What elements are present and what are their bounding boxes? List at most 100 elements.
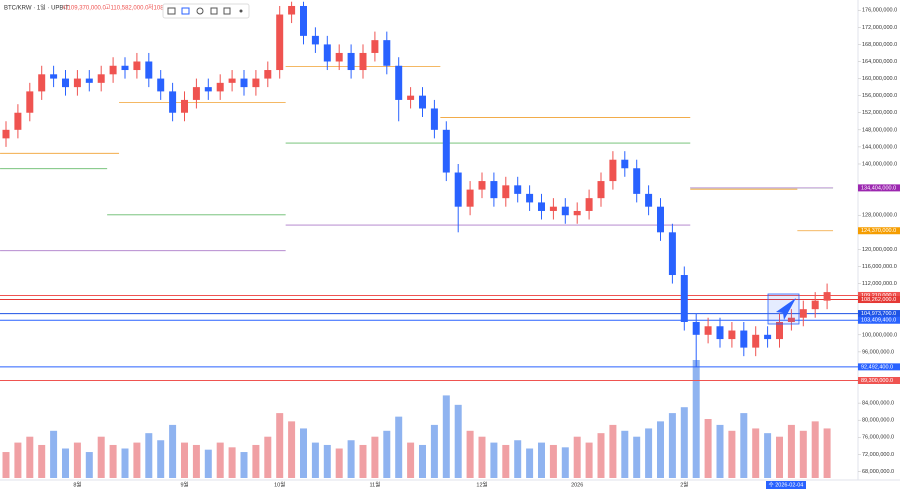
y-tick-label: 84,000,000.0 bbox=[862, 401, 894, 407]
volume-bar bbox=[514, 440, 522, 478]
candle-body bbox=[133, 61, 141, 71]
volume-bar bbox=[50, 430, 58, 478]
volume-bar bbox=[38, 444, 46, 478]
volume-bar bbox=[323, 444, 331, 478]
x-tick-label: 2월 bbox=[680, 480, 688, 488]
price-badge bbox=[858, 310, 900, 318]
tool-icon[interactable] bbox=[167, 7, 176, 15]
volume-bar bbox=[288, 421, 296, 478]
y-tick-label: 96,000,000.0 bbox=[862, 349, 894, 355]
candle-body bbox=[323, 44, 331, 62]
volume-bar bbox=[216, 442, 224, 478]
volume-bar bbox=[466, 430, 474, 478]
volume-bar bbox=[181, 442, 188, 478]
volume-bar bbox=[704, 419, 712, 478]
candle-body bbox=[549, 206, 557, 211]
candle-body bbox=[204, 87, 212, 92]
x-tick-label: 9월 bbox=[180, 480, 188, 488]
symbol: BTC/KRW · 1일 · UPBIT bbox=[4, 4, 69, 12]
candle-body bbox=[157, 78, 165, 92]
candle-body bbox=[430, 108, 438, 130]
volume-bar bbox=[26, 436, 34, 478]
volume-bar bbox=[311, 442, 319, 478]
volume-bar bbox=[240, 452, 248, 478]
candle-body bbox=[228, 78, 236, 83]
y-tick-label: 172,000,000.0 bbox=[862, 25, 897, 31]
candle-body bbox=[799, 309, 807, 318]
candle-body bbox=[561, 206, 569, 216]
price-badge bbox=[858, 363, 900, 371]
date-badge bbox=[766, 481, 806, 489]
drawing-box[interactable] bbox=[767, 293, 800, 325]
y-tick-label: 72,000,000.0 bbox=[862, 452, 894, 458]
price-badge bbox=[858, 376, 900, 384]
tool-icon[interactable] bbox=[210, 7, 218, 15]
candle-body bbox=[787, 317, 795, 322]
candle-body bbox=[811, 300, 819, 310]
candle-body bbox=[240, 78, 248, 88]
volume-bar bbox=[549, 444, 557, 478]
drawing-toolbar[interactable] bbox=[162, 3, 250, 19]
candle-body bbox=[490, 181, 498, 199]
candle-body bbox=[85, 78, 93, 83]
volume-bar bbox=[359, 444, 367, 478]
volume-bar bbox=[692, 360, 700, 478]
candle-body bbox=[454, 172, 462, 207]
volume-bar bbox=[502, 444, 510, 478]
volume-bar bbox=[109, 444, 117, 478]
y-tick-label: 140,000,000.0 bbox=[862, 161, 897, 167]
volume-bar bbox=[73, 442, 81, 478]
candle-body bbox=[216, 82, 224, 92]
volume-bar bbox=[526, 448, 534, 478]
candle-body bbox=[14, 112, 22, 130]
volume-bar bbox=[419, 444, 426, 478]
volume-bar bbox=[645, 428, 653, 478]
volume-bar bbox=[573, 436, 581, 478]
candle-body bbox=[740, 330, 748, 348]
volume-bar bbox=[14, 442, 22, 478]
arrow-icon bbox=[776, 298, 796, 320]
candle-body bbox=[181, 99, 188, 113]
candle-body bbox=[359, 52, 367, 71]
volume-bar bbox=[823, 428, 831, 478]
candle-body bbox=[145, 61, 153, 79]
candle-body bbox=[276, 14, 284, 71]
volume-bar bbox=[609, 424, 617, 478]
candle-body bbox=[514, 185, 522, 194]
candle-body bbox=[478, 181, 486, 190]
volume-bar bbox=[169, 424, 177, 478]
candle-body bbox=[573, 210, 581, 216]
candle-body bbox=[668, 232, 676, 276]
candle-body bbox=[300, 5, 307, 36]
volume-bar bbox=[776, 436, 783, 478]
price-badge bbox=[858, 296, 900, 304]
date-badge-label: 수 2026-02-04 bbox=[769, 481, 804, 488]
volume-bar bbox=[728, 430, 736, 478]
price-badge-label: 104,973,700.0 bbox=[861, 311, 896, 317]
candle-body bbox=[2, 129, 10, 139]
price-badge-label: 89,300,000.0 bbox=[861, 378, 893, 384]
volume-bar bbox=[538, 442, 545, 478]
candle-body bbox=[680, 275, 688, 322]
volume-bar bbox=[811, 421, 819, 478]
volume-bar bbox=[787, 424, 795, 478]
candle-body bbox=[109, 65, 117, 75]
candle-body bbox=[121, 65, 129, 71]
x-tick-label: 2026 bbox=[571, 482, 583, 488]
tool-icon[interactable] bbox=[239, 9, 243, 13]
candle-body bbox=[823, 292, 831, 301]
candle-body bbox=[252, 78, 260, 88]
tool-icon[interactable] bbox=[223, 7, 231, 15]
candle-body bbox=[692, 321, 700, 335]
y-tick-label: 156,000,000.0 bbox=[862, 93, 897, 99]
volume-bar bbox=[454, 404, 462, 478]
candle-body bbox=[776, 321, 783, 340]
tool-icon[interactable] bbox=[196, 7, 204, 15]
candle-body bbox=[347, 52, 355, 71]
volume-bar bbox=[657, 421, 664, 478]
volume-bar bbox=[121, 448, 129, 478]
price-badge bbox=[858, 316, 900, 324]
tool-icon[interactable] bbox=[181, 7, 190, 15]
